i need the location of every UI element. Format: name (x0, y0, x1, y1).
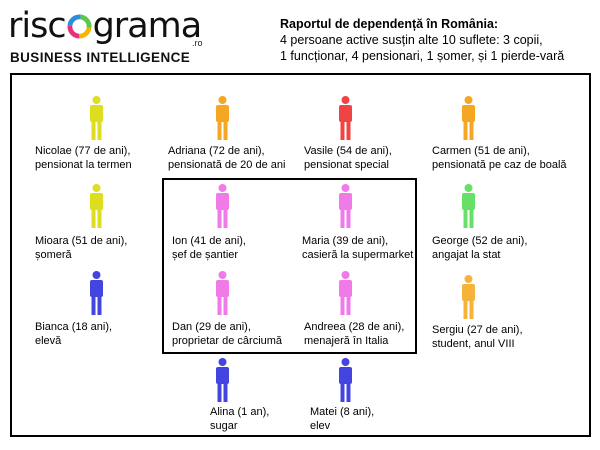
person-role: proprietar de cârciumă (172, 334, 283, 347)
person-name: Nicolae (77 de ani), (35, 145, 131, 157)
logo: risc grama .ro BUSINESS INTELLIGENCE (8, 6, 218, 66)
person-icon (339, 184, 352, 228)
person-role: student, anul VIII (432, 337, 515, 350)
person-name: Bianca (18 ani), (35, 321, 113, 333)
person-icon (90, 271, 103, 315)
logo-tagline: BUSINESS INTELLIGENCE (10, 50, 191, 65)
person-role: casieră la supermarket (302, 248, 414, 261)
person-role: pensionat la termen (35, 158, 132, 171)
person-icon (462, 96, 475, 140)
person-name: Adriana (72 de ani), (168, 145, 265, 157)
person-role: șomeră (35, 248, 72, 261)
header-line: 4 persoane active susțin alte 10 suflete… (280, 33, 543, 47)
person-icon (216, 96, 229, 140)
person-role: pensionată pe caz de boală (432, 158, 567, 171)
person-name: Mioara (51 de ani), (35, 235, 128, 247)
person-role: menajeră în Italia (304, 334, 389, 347)
person-name: Sergiu (27 de ani), (432, 324, 523, 336)
person-icon (462, 275, 475, 319)
person-name: Dan (29 de ani), (172, 321, 251, 333)
logo-word-start: risc (8, 6, 67, 46)
header-title: Raportul de dependență în România: (280, 17, 499, 31)
logo-wordmark: risc grama (8, 6, 203, 46)
person-role: șef de șantier (172, 248, 239, 261)
person-icon (339, 358, 352, 402)
person-name: Maria (39 de ani), (302, 235, 389, 247)
person-icon (462, 184, 475, 228)
person-role: pensionată de 20 de ani (168, 158, 286, 171)
person-name: Carmen (51 de ani), (432, 145, 530, 157)
person-name: Andreea (28 de ani), (304, 321, 405, 333)
person-icon (90, 184, 103, 228)
person-icon (216, 358, 229, 402)
person-icon (339, 96, 352, 140)
household-frame (10, 73, 591, 437)
person-icon (339, 271, 352, 315)
person-name: Matei (8 ani), (310, 406, 375, 418)
person-role: elevă (35, 334, 62, 347)
person-name: Ion (41 de ani), (172, 235, 246, 247)
person-role: sugar (210, 419, 238, 432)
header-line: 1 funcționar, 4 pensionari, 1 șomer, și … (280, 49, 565, 63)
person-role: elev (310, 419, 331, 432)
person-name: Alina (1 an), (210, 406, 270, 418)
ring-logo-icon (67, 14, 92, 39)
logo-domain-suffix: .ro (192, 38, 203, 48)
person-icon (90, 96, 103, 140)
active-workers-frame (162, 178, 417, 354)
person-role: pensionat special (304, 158, 390, 171)
person-role: angajat la stat (432, 248, 501, 261)
logo-word-end: grama (92, 6, 203, 46)
header: Raportul de dependență în România: 4 per… (280, 16, 595, 64)
person-name: George (52 de ani), (432, 235, 528, 247)
person-name: Vasile (54 de ani), (304, 145, 392, 157)
person-icon (216, 184, 229, 228)
person-icon (216, 271, 229, 315)
